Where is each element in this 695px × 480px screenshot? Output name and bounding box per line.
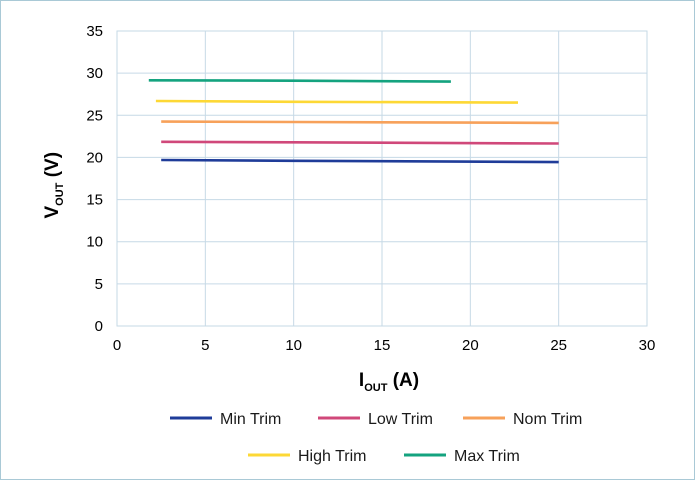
x-tick-label: 0 — [113, 337, 121, 354]
y-tick-label: 0 — [95, 318, 103, 335]
x-axis-title-main: I — [359, 370, 364, 391]
series-line-max-trim — [148, 79, 451, 83]
y-tick-label: 15 — [86, 192, 103, 209]
y-axis-title-unit: (V) — [42, 152, 63, 183]
series-line-nom-trim — [161, 120, 559, 125]
x-tick-label: 25 — [550, 337, 567, 354]
series-line-low-trim — [161, 140, 559, 145]
y-tick-label: 10 — [86, 234, 103, 251]
legend-label-min-trim: Min Trim — [220, 411, 281, 428]
y-tick-label: 30 — [86, 65, 103, 82]
y-axis-title: VOUT (V) — [42, 152, 66, 219]
y-tick-label: 5 — [95, 276, 103, 293]
series-line-high-trim — [155, 99, 519, 104]
legend: Min Trim Low Trim Nom Trim High Trim Max Tri… — [170, 411, 582, 465]
x-tick-label: 30 — [639, 337, 656, 354]
x-axis-title-unit: (A) — [387, 370, 419, 391]
grid — [116, 30, 648, 327]
x-tick-label: 15 — [374, 337, 391, 354]
plot-area — [116, 30, 648, 327]
y-axis-title-main: V — [42, 206, 63, 219]
x-tick-label: 20 — [462, 337, 479, 354]
x-axis-title-sub: OUT — [364, 382, 388, 394]
tick-labels: 0 5 10 15 20 25 30 0 5 10 15 20 25 30 35 — [86, 23, 655, 354]
legend-label-max-trim: Max Trim — [454, 448, 520, 465]
legend-label-high-trim: High Trim — [298, 448, 366, 465]
series-lines — [148, 79, 559, 164]
x-tick-label: 5 — [201, 337, 209, 354]
series-line-min-trim — [161, 158, 559, 164]
y-tick-label: 35 — [86, 23, 103, 40]
y-axis-title-sub: OUT — [54, 182, 66, 206]
legend-label-nom-trim: Nom Trim — [513, 411, 582, 428]
y-tick-label: 20 — [86, 149, 103, 166]
x-axis-title: IOUT (A) — [359, 370, 419, 394]
y-tick-label: 25 — [86, 107, 103, 124]
legend-label-low-trim: Low Trim — [368, 411, 433, 428]
x-tick-label: 10 — [285, 337, 302, 354]
